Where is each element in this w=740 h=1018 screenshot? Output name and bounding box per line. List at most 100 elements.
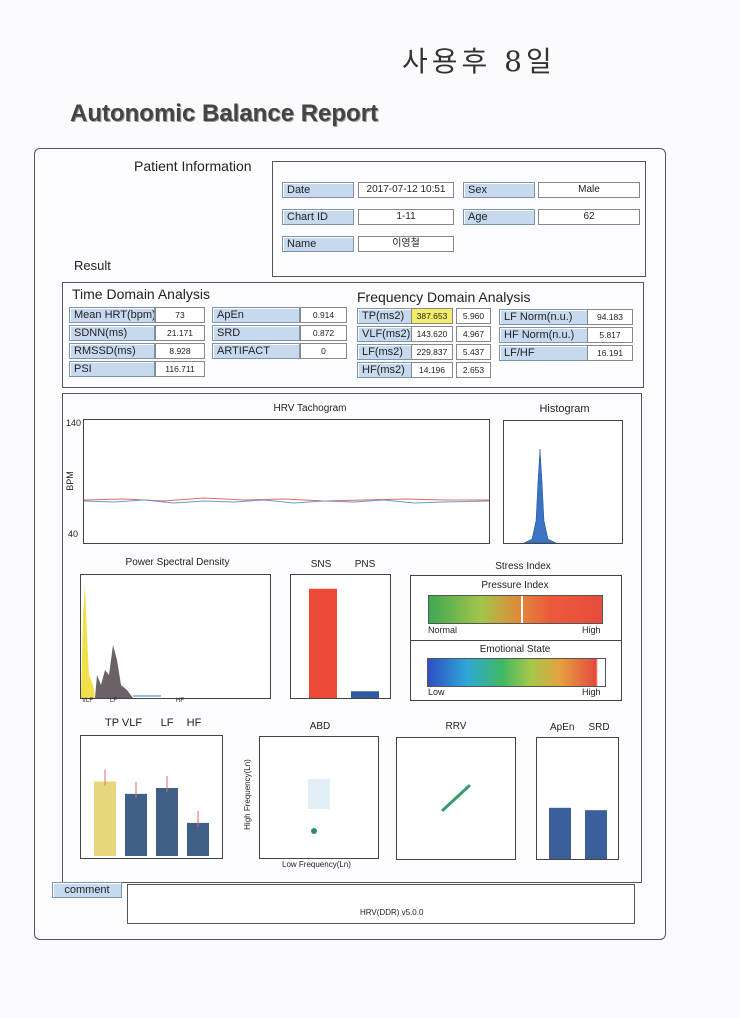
pressure-low-label: Normal xyxy=(428,625,458,635)
frequency-bar-label: VLF xyxy=(121,717,143,729)
result-heading: Result xyxy=(74,258,111,273)
histogram-peak xyxy=(523,448,557,543)
handwritten-note: 사용후 8일 xyxy=(402,45,556,78)
frequency-bar-vlf xyxy=(125,793,147,856)
time-domain-title: Time Domain Analysis xyxy=(72,286,210,302)
histogram-chart xyxy=(503,420,623,544)
time-domain-label: ARTIFACT xyxy=(212,343,300,359)
frequency-bar-lf xyxy=(156,788,178,856)
frequency-domain-ln-value: 4.967 xyxy=(456,326,491,342)
frequency-bar-hf xyxy=(187,822,209,856)
frequency-domain-norm-label: LF Norm(n.u.) xyxy=(499,309,589,325)
result-box xyxy=(62,282,644,388)
frequency-domain-title: Frequency Domain Analysis xyxy=(357,289,531,305)
sns-pns-chart xyxy=(290,574,391,699)
sns-bar xyxy=(309,588,337,698)
time-domain-label: SDNN(ms) xyxy=(69,325,155,341)
psd-xlabel-lf: LF xyxy=(110,698,118,704)
abd-cloud xyxy=(308,779,330,809)
pressure-index-bar xyxy=(428,595,603,624)
psd-xlabel-vlf: VLF xyxy=(82,698,94,704)
abd-chart xyxy=(259,736,379,859)
pns-label: PNS xyxy=(354,559,376,570)
psd-lf-area xyxy=(95,645,133,698)
frequency-domain-value: 14.196 xyxy=(411,362,453,378)
time-domain-label: SRD xyxy=(212,325,300,341)
sex-label: Sex xyxy=(463,182,535,198)
stress-divider xyxy=(411,640,621,641)
frequency-bars-chart xyxy=(80,735,223,859)
frequency-domain-norm-value: 5.817 xyxy=(587,327,633,343)
time-domain-label: PSI xyxy=(69,361,155,377)
time-domain-value: 21.171 xyxy=(155,325,205,341)
report-title: Autonomic Balance Report xyxy=(70,100,379,127)
comment-label: comment xyxy=(52,882,122,898)
frequency-domain-label: TP(ms2) xyxy=(357,308,412,324)
age-label: Age xyxy=(463,209,535,225)
psd-chart xyxy=(80,574,271,699)
time-domain-value: 0.914 xyxy=(300,307,347,323)
emotional-high-label: High xyxy=(582,687,601,697)
histogram-title: Histogram xyxy=(539,403,590,415)
apen-srd-label: ApEn xyxy=(550,722,575,733)
patient-info-heading: Patient Information xyxy=(134,158,252,174)
age-value: 62 xyxy=(538,209,640,225)
tachogram-line-blue xyxy=(84,499,489,504)
rrv-title: RRV xyxy=(445,721,467,732)
time-domain-label: Mean HRT(bpm) xyxy=(69,307,155,323)
tachogram-chart xyxy=(83,419,490,544)
frequency-domain-value: 143.620 xyxy=(411,326,453,342)
frequency-bar-label: LF xyxy=(160,717,174,729)
frequency-bar-tp xyxy=(94,781,116,856)
abd-ylabel: High Frequency(Ln) xyxy=(242,759,252,830)
frequency-domain-value: 229.837 xyxy=(411,344,453,360)
patient-info-box xyxy=(272,161,646,277)
pressure-marker xyxy=(521,596,523,623)
frequency-bar-label: HF xyxy=(186,717,202,729)
rrv-chart xyxy=(396,737,516,860)
tachogram-ymin: 40 xyxy=(68,529,79,539)
sex-value: Male xyxy=(538,182,640,198)
abd-title: ABD xyxy=(309,721,331,732)
chart-id-value: 1-11 xyxy=(358,209,454,225)
apen-bar xyxy=(549,807,571,859)
srd-bar xyxy=(585,810,607,859)
apen-srd-chart xyxy=(536,737,619,860)
comment-box[interactable] xyxy=(127,884,635,924)
frequency-domain-ln-value: 5.960 xyxy=(456,308,491,324)
rrv-scatter xyxy=(441,784,471,812)
time-domain-label: ApEn xyxy=(212,307,300,323)
abd-xlabel: Low Frequency(Ln) xyxy=(282,860,351,869)
name-label: Name xyxy=(282,236,354,252)
time-domain-value: 73 xyxy=(155,307,205,323)
pns-bar xyxy=(351,691,379,698)
frequency-domain-label: VLF(ms2) xyxy=(357,326,412,342)
psd-title: Power Spectral Density xyxy=(125,557,230,568)
version-footer: HRV(DDR) v5.0.0 xyxy=(360,908,424,917)
psd-xlabel-hf: HF xyxy=(176,698,184,704)
emotional-low-label: Low xyxy=(428,687,445,697)
tachogram-ymax: 140 xyxy=(66,418,82,428)
frequency-domain-value: 387.653 xyxy=(411,308,453,324)
psd-vlf-area xyxy=(81,585,95,698)
pressure-index-title: Pressure Index xyxy=(481,580,549,591)
frequency-domain-ln-value: 5.437 xyxy=(456,344,491,360)
stress-index-title: Stress Index xyxy=(495,561,551,572)
frequency-bar-label: TP xyxy=(104,717,120,729)
frequency-domain-label: LF(ms2) xyxy=(357,344,412,360)
frequency-domain-norm-label: LF/HF xyxy=(499,345,589,361)
chart-id-label: Chart ID xyxy=(282,209,354,225)
frequency-domain-norm-label: HF Norm(n.u.) xyxy=(499,327,589,343)
sns-label: SNS xyxy=(310,559,332,570)
apen-srd-label: SRD xyxy=(588,722,610,733)
charts-frame xyxy=(62,393,642,883)
frequency-domain-norm-value: 94.183 xyxy=(587,309,633,325)
time-domain-value: 116.711 xyxy=(155,361,205,377)
emotional-state-title: Emotional State xyxy=(479,644,551,655)
frequency-domain-norm-value: 16.191 xyxy=(587,345,633,361)
frequency-domain-label: HF(ms2) xyxy=(357,362,412,378)
emotional-state-bar xyxy=(427,658,606,687)
date-label: Date xyxy=(282,182,354,198)
tachogram-title: HRV Tachogram xyxy=(273,403,347,414)
pressure-high-label: High xyxy=(582,625,601,635)
